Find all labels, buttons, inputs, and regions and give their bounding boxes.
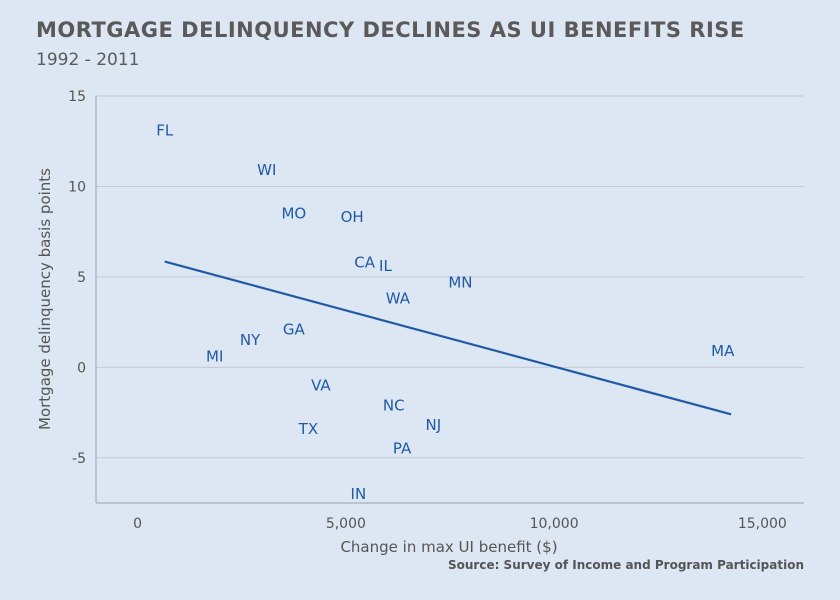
trend-line [164,260,732,416]
point-label-fl: FL [156,121,174,139]
point-label-nj: NJ [426,416,442,434]
point-label-wa: WA [386,290,411,308]
y-tick-labels: -5 0 5 10 15 [68,89,86,467]
point-label-oh: OH [341,208,364,226]
y-tick-label: -5 [72,451,86,467]
point-label-il: IL [379,257,392,275]
y-tick-label: 5 [77,270,86,286]
point-label-ma: MA [711,342,735,360]
gridlines [96,95,804,504]
chart-subtitle: 1992 - 2011 [36,50,140,70]
x-axis-label: Change in max UI benefit ($) [340,538,557,556]
chart-title: MORTGAGE DELINQUENCY DECLINES AS UI BENE… [36,18,745,42]
point-label-ga: GA [283,320,306,338]
x-tick-label: 0 [133,516,142,532]
point-label-pa: PA [393,440,412,458]
point-label-tx: TX [298,420,318,438]
point-label-ny: NY [240,331,261,349]
point-label-in: IN [351,485,367,503]
x-tick-label: 10,000 [530,516,579,532]
source-note: Source: Survey of Income and Program Par… [447,558,804,572]
point-label-wi: WI [257,161,276,179]
point-label-mi: MI [206,347,223,365]
y-axis-label: Mortgage delinquency basis points [36,168,54,430]
data-points: FL WI MO OH CA IL MN WA GA NY MI MA VA NC NJ TX PA IN [156,121,735,503]
x-tick-label: 5,000 [326,516,366,532]
x-tick-labels: 0 5,000 10,000 15,000 [133,516,787,532]
y-tick-label: 15 [68,89,86,105]
point-label-nc: NC [383,396,405,414]
point-label-mn: MN [448,273,472,291]
point-label-va: VA [311,376,331,394]
point-label-ca: CA [354,253,375,271]
y-tick-label: 0 [77,360,86,376]
x-tick-label: 15,000 [738,516,787,532]
point-label-mo: MO [281,205,306,223]
y-tick-label: 10 [68,179,86,195]
